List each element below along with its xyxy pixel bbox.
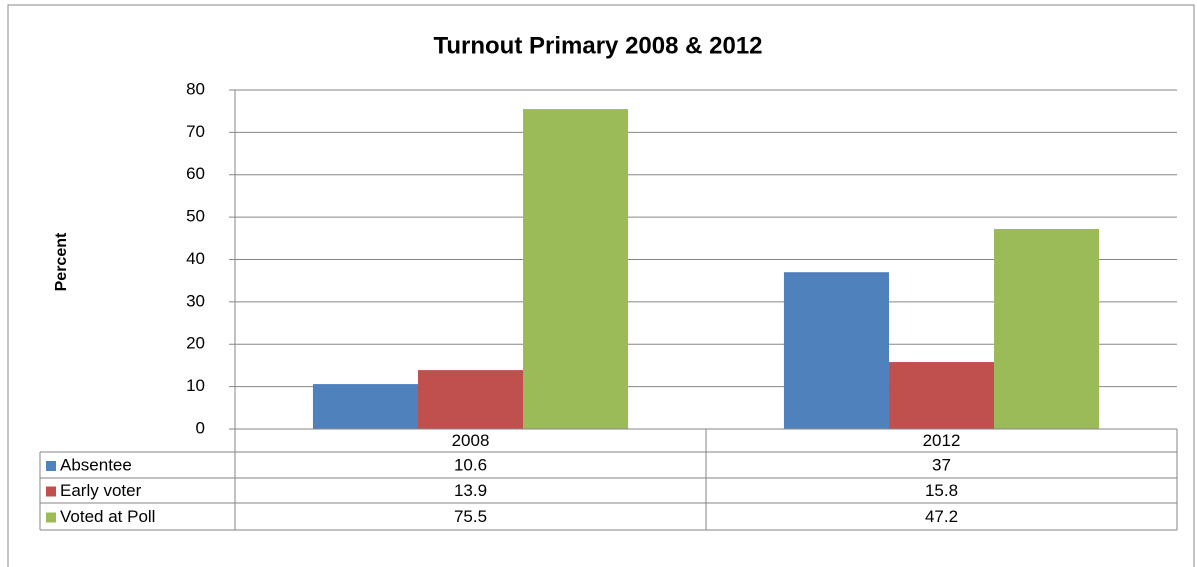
bar	[312, 384, 418, 429]
bar	[888, 362, 995, 429]
x-tick-label: 2012	[923, 431, 961, 450]
legend-label: Absentee	[60, 455, 132, 474]
y-tick-label: 40	[186, 249, 205, 268]
legend-key	[46, 461, 56, 471]
y-tick-label: 80	[186, 79, 205, 98]
table-value: 75.5	[454, 507, 487, 526]
y-axis-title: Percent	[53, 232, 70, 291]
legend-key	[46, 512, 56, 523]
bar	[417, 370, 524, 429]
x-tick-label: 2008	[452, 431, 490, 450]
table-value: 13.9	[454, 481, 487, 500]
legend-key	[46, 486, 56, 497]
y-tick-label: 70	[186, 122, 205, 141]
bar	[783, 272, 889, 429]
legend-label: Early voter	[60, 481, 142, 500]
y-tick-label: 10	[186, 376, 205, 395]
y-tick-label: 0	[196, 418, 205, 437]
bar	[523, 109, 629, 429]
y-tick-label: 20	[186, 334, 205, 353]
y-tick-label: 60	[186, 164, 205, 183]
table-value: 10.6	[454, 455, 487, 474]
chart-title: Turnout Primary 2008 & 2012	[433, 32, 762, 59]
y-tick-label: 30	[186, 291, 205, 310]
table-value: 37	[932, 455, 951, 474]
table-value: 15.8	[925, 481, 958, 500]
legend-label: Voted at Poll	[60, 507, 155, 526]
y-tick-label: 50	[186, 207, 205, 226]
bar	[994, 228, 1100, 429]
table-value: 47.2	[925, 507, 958, 526]
